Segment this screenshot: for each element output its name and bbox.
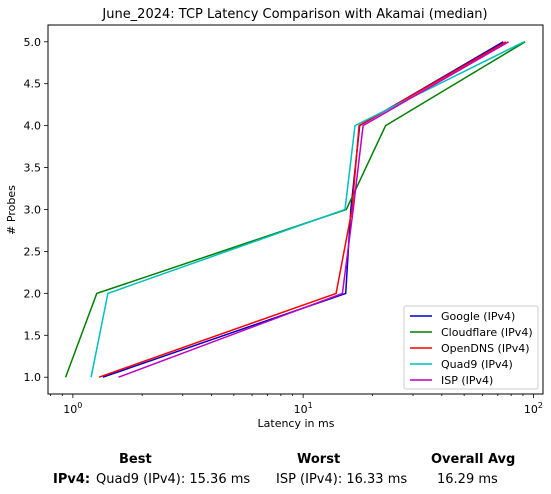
series-lines [64,41,526,378]
x-axis-label: Latency in ms [258,417,335,430]
summary-row-label: IPv4: [53,472,91,487]
legend-label: ISP (IPv4) [441,374,493,387]
x-tick-label: 100 [63,401,82,416]
series-line [118,41,509,378]
latency-chart: June_2024: TCP Latency Comparison with A… [5,7,544,430]
legend-label: OpenDNS (IPv4) [441,342,530,355]
y-tick-label: 4.0 [24,120,42,133]
y-tick-label: 2.0 [24,287,42,300]
y-tick-label: 1.5 [24,329,42,342]
chart-title: June_2024: TCP Latency Comparison with A… [101,7,487,22]
x-axis-ticks: 100 101 102 [50,394,543,416]
summary-best-header: Best [119,452,152,467]
y-tick-label: 3.0 [24,204,42,217]
x-tick-label: 102 [524,401,543,416]
y-axis-label: # Probes [5,185,18,235]
legend-label: Quad9 (IPv4) [441,358,513,371]
y-tick-label: 5.0 [24,36,42,49]
x-tick-label: 101 [294,401,313,416]
summary-best-value: Quad9 (IPv4): 15.36 ms [96,472,251,487]
y-axis-ticks: 1.0 1.5 2.0 2.5 3.0 3.5 4.0 4.5 5.0 [24,36,48,384]
series-line [98,41,507,378]
y-tick-label: 4.5 [24,78,42,91]
summary-avg-value: 16.29 ms [437,472,498,487]
summary-worst-header: Worst [297,452,341,467]
summary-avg-header: Overall Avg [431,452,516,467]
summary-worst-value: ISP (IPv4): 16.33 ms [276,472,408,487]
legend-label: Google (IPv4) [441,310,515,323]
y-tick-label: 3.5 [24,162,42,175]
legend: Google (IPv4) Cloudflare (IPv4) OpenDNS (I… [403,305,539,390]
legend-label: Cloudflare (IPv4) [441,326,533,339]
y-tick-label: 1.0 [24,371,42,384]
series-line [64,41,526,378]
legend-box [403,305,539,390]
y-tick-label: 2.5 [24,245,42,258]
